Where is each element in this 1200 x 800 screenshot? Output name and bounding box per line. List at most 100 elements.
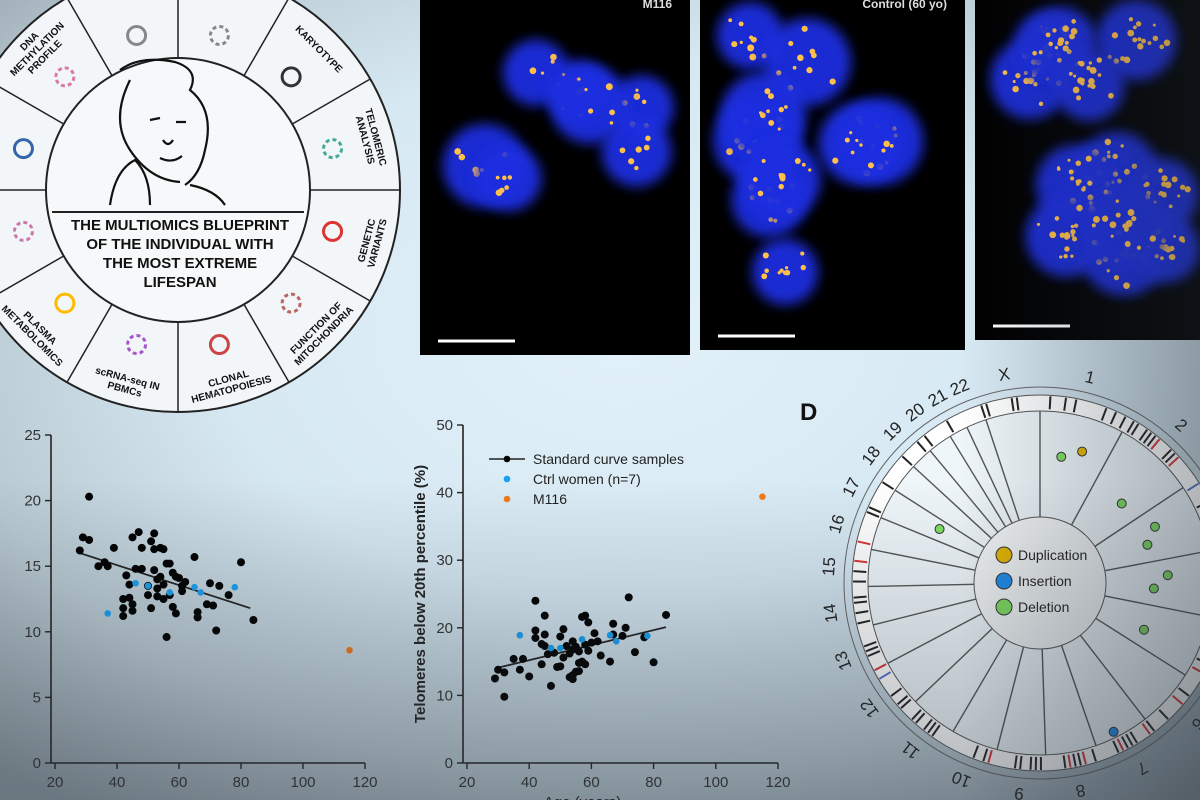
telomere-spot <box>809 48 816 55</box>
cytoband <box>1118 416 1127 429</box>
data-point <box>509 654 518 663</box>
data-point <box>78 533 87 542</box>
data-point <box>500 692 509 701</box>
x-tick-label: 40 <box>109 774 126 791</box>
chromosome-divider <box>871 548 976 571</box>
telomere-spot <box>1029 77 1035 83</box>
chromosome-label: 22 <box>947 375 972 400</box>
telomere-spot <box>738 21 744 27</box>
chromosome-divider <box>966 426 1013 524</box>
chromosome-divider <box>868 583 975 588</box>
telomere-spot <box>776 70 782 76</box>
legend-label: Ctrl women (n=7) <box>533 471 641 487</box>
variant-marker <box>1138 624 1149 635</box>
portrait-hand <box>108 158 226 206</box>
chromosome-divider <box>887 613 982 664</box>
x-tick-label: 20 <box>459 774 476 791</box>
telomere-spot <box>761 159 766 163</box>
data-point <box>128 600 137 609</box>
telomere-spot <box>1087 84 1091 88</box>
data-point <box>153 584 162 593</box>
data-point <box>209 601 218 610</box>
cytoband <box>901 455 913 466</box>
telomeres-below-20th-percentile-scatter: 20 40 60 80 100 120 0 10 20 30 40 50 Telomeres below… <box>412 417 791 800</box>
y-tick-label: 40 <box>436 485 453 502</box>
telomere-spot <box>829 78 836 85</box>
cytoband <box>980 405 987 419</box>
telomere-spot <box>645 135 651 142</box>
data-point <box>166 589 173 596</box>
telomere-spot <box>749 53 757 61</box>
telomere-spot <box>889 144 894 148</box>
data-point <box>109 543 118 552</box>
panel-label: M116 <box>643 0 673 11</box>
chromosome-label: 15 <box>819 556 839 576</box>
telomere-spot <box>1057 41 1063 46</box>
telomere-spot <box>778 106 784 113</box>
data-point <box>94 562 103 571</box>
telomere-spot <box>1086 65 1091 71</box>
cytoband <box>1120 736 1129 749</box>
telomere-fish-images: M116 Control (60 yo) <box>420 0 1200 355</box>
telomere-spot <box>757 190 764 197</box>
telomere-spot <box>1081 187 1086 192</box>
data-point <box>584 646 593 655</box>
chromosome-divider <box>1041 648 1047 755</box>
cytoband <box>878 671 892 680</box>
data-point <box>568 675 577 684</box>
protein-icon <box>12 220 34 242</box>
cytoband <box>1196 504 1200 509</box>
data-point <box>543 650 552 659</box>
telomere-spot <box>1160 256 1164 261</box>
telomere-spot <box>1177 194 1181 198</box>
x-tick-label: 60 <box>171 774 188 791</box>
telomere-spot <box>1120 144 1124 148</box>
telomere-spot <box>1073 74 1077 78</box>
telomere-spot <box>1123 56 1131 64</box>
telomere-length-scatter: 20 40 60 80 100 120 0 5 10 15 20 25 <box>24 427 377 791</box>
chromosome-label: 13 <box>831 648 856 673</box>
data-point <box>559 653 568 662</box>
chromosome-label: 20 <box>902 399 928 426</box>
chromosome-label: 18 <box>858 442 885 469</box>
telomere-spot <box>1184 186 1191 193</box>
telomere-spot <box>784 266 789 270</box>
telomere-spot <box>1164 181 1172 189</box>
legend-label: Deletion <box>1018 599 1069 615</box>
data-point <box>587 638 596 647</box>
data-point <box>346 646 353 654</box>
chromosome-label: 14 <box>820 603 842 624</box>
test-tube-icon <box>54 292 76 314</box>
telomere-spot <box>762 252 769 259</box>
variant-marker <box>1149 521 1160 532</box>
y-tick-label: 20 <box>436 620 453 637</box>
cytoband <box>923 435 934 447</box>
x-tick-label: 100 <box>290 774 315 791</box>
data-point <box>131 564 140 573</box>
cytoband <box>896 695 909 705</box>
telomere-spot <box>1068 71 1073 76</box>
cytoband <box>1161 448 1172 460</box>
chromosome-divider <box>985 419 1020 521</box>
data-point <box>540 642 549 651</box>
telomere-spot <box>832 157 839 164</box>
telomere-spot <box>761 273 768 280</box>
telomere-spot <box>794 158 801 164</box>
telomere-spot <box>458 153 466 161</box>
variant-marker <box>934 524 945 535</box>
data-point <box>132 579 139 587</box>
telomere-spot <box>1131 163 1138 169</box>
telomere-spot <box>1111 32 1119 39</box>
data-point <box>500 668 509 677</box>
cytoband <box>1150 438 1161 450</box>
cytoband <box>1100 407 1108 421</box>
data-point <box>178 587 187 596</box>
telomere-spot <box>1161 175 1168 182</box>
cytoband <box>1010 398 1015 412</box>
data-point <box>494 665 503 674</box>
y-tick-label: 5 <box>33 689 41 706</box>
fish-panel: M116 <box>420 0 690 355</box>
cytoband <box>1129 731 1138 744</box>
telomere-spot <box>881 148 886 153</box>
telomere-spot <box>764 268 769 274</box>
